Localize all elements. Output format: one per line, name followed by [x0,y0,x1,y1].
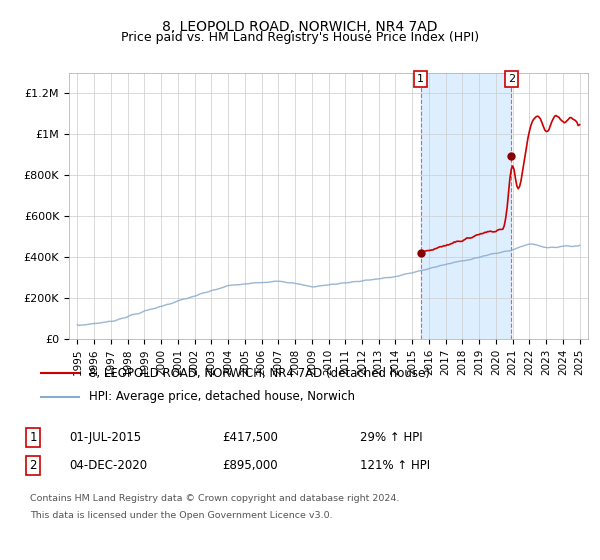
Text: Price paid vs. HM Land Registry's House Price Index (HPI): Price paid vs. HM Land Registry's House … [121,31,479,44]
Text: 2: 2 [29,459,37,473]
Text: 8, LEOPOLD ROAD, NORWICH, NR4 7AD: 8, LEOPOLD ROAD, NORWICH, NR4 7AD [162,20,438,34]
Text: 121% ↑ HPI: 121% ↑ HPI [360,459,430,473]
Text: 1: 1 [417,74,424,84]
Text: 04-DEC-2020: 04-DEC-2020 [69,459,147,473]
Text: Contains HM Land Registry data © Crown copyright and database right 2024.: Contains HM Land Registry data © Crown c… [30,494,400,503]
Text: £417,500: £417,500 [222,431,278,445]
Text: 2: 2 [508,74,515,84]
Text: 1: 1 [29,431,37,445]
Text: 8, LEOPOLD ROAD, NORWICH, NR4 7AD (detached house): 8, LEOPOLD ROAD, NORWICH, NR4 7AD (detac… [89,367,430,380]
Text: HPI: Average price, detached house, Norwich: HPI: Average price, detached house, Norw… [89,390,355,403]
Bar [421,73,511,339]
Text: 29% ↑ HPI: 29% ↑ HPI [360,431,422,445]
Text: This data is licensed under the Open Government Licence v3.0.: This data is licensed under the Open Gov… [30,511,332,520]
Text: £895,000: £895,000 [222,459,278,473]
Text: 01-JUL-2015: 01-JUL-2015 [69,431,141,445]
